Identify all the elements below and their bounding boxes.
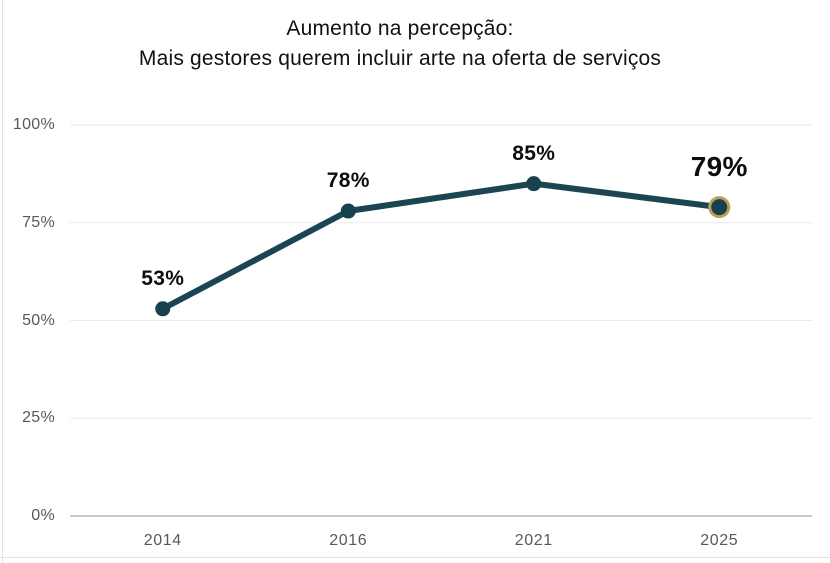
y-tick-label: 25% [22,409,55,427]
x-tick-label: 2014 [143,532,182,549]
data-point-label: 53% [141,266,185,290]
canvas-edge-bottom [0,557,830,558]
y-tick-label: 0% [31,507,55,524]
data-point-marker [526,176,542,192]
highlighted-data-point-label: 79% [690,151,748,183]
chart-title: Aumento na percepção: Mais gestores quer… [0,14,800,74]
x-tick-label: 2025 [700,532,739,549]
x-tick-label: 2021 [514,532,553,549]
data-point-label: 78% [326,169,370,193]
canvas-edge-left [2,0,3,563]
y-tick-label: 50% [22,311,55,329]
chart-title-line-2: Mais gestores querem incluir arte na ofe… [138,47,662,70]
data-point-marker [340,203,356,219]
data-point-label: 85% [512,141,556,165]
chart-title-line-1: Aumento na percepção: [286,17,514,40]
trend-line [159,180,723,312]
x-tick-label: 2016 [329,532,368,549]
y-tick-label: 75% [22,213,55,231]
data-point-marker [155,301,171,317]
highlighted-data-point-marker [711,199,728,216]
y-tick-label: 100% [12,116,55,133]
